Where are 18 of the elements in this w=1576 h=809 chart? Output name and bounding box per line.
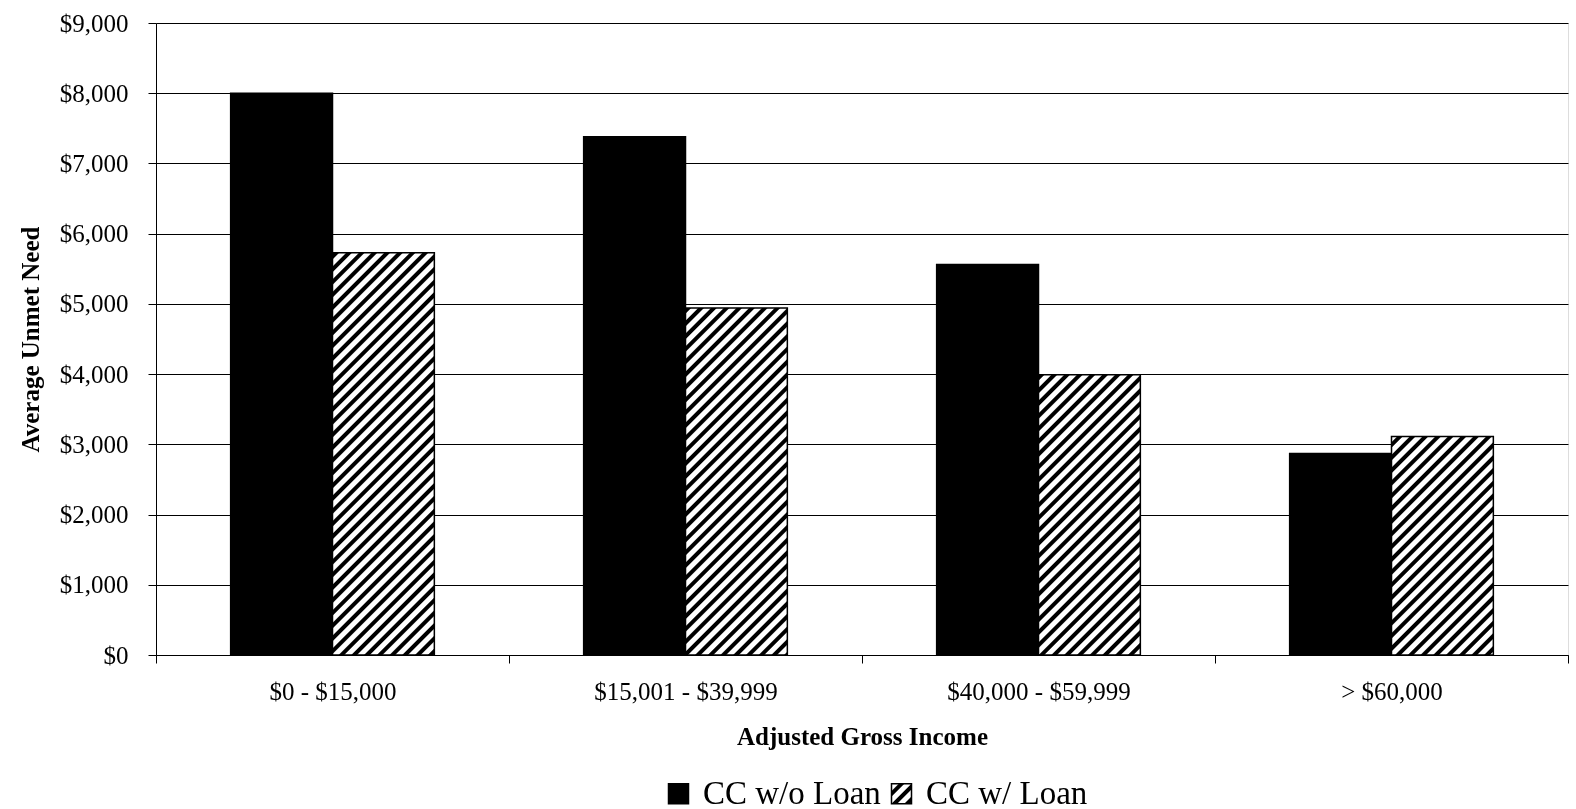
y-axis-title: Average Unmet Need <box>16 226 44 453</box>
y-tick-label: $7,000 <box>59 149 129 177</box>
y-tick-label: $0 <box>103 641 129 669</box>
x-tick-label: $15,001 - $39,999 <box>594 677 778 705</box>
y-tick-label: $2,000 <box>59 501 129 529</box>
y-tick-label: $8,000 <box>59 79 129 107</box>
legend-label: CC w/ Loan <box>926 774 1088 809</box>
y-tick-label: $6,000 <box>59 220 129 248</box>
legend-label: CC w/o Loan <box>703 774 881 809</box>
x-tick-label: $40,000 - $59,999 <box>947 677 1131 705</box>
x-axis-title: Adjusted Gross Income <box>737 722 988 750</box>
y-tick-label: $4,000 <box>59 360 129 388</box>
y-tick-label: $1,000 <box>59 571 129 599</box>
y-tick-label: $5,000 <box>59 290 129 318</box>
y-tick-label: $9,000 <box>59 9 129 37</box>
x-tick-label: $0 - $15,000 <box>269 677 397 705</box>
y-tick-label: $3,000 <box>59 430 129 458</box>
x-tick-label: > $60,000 <box>1341 677 1443 705</box>
